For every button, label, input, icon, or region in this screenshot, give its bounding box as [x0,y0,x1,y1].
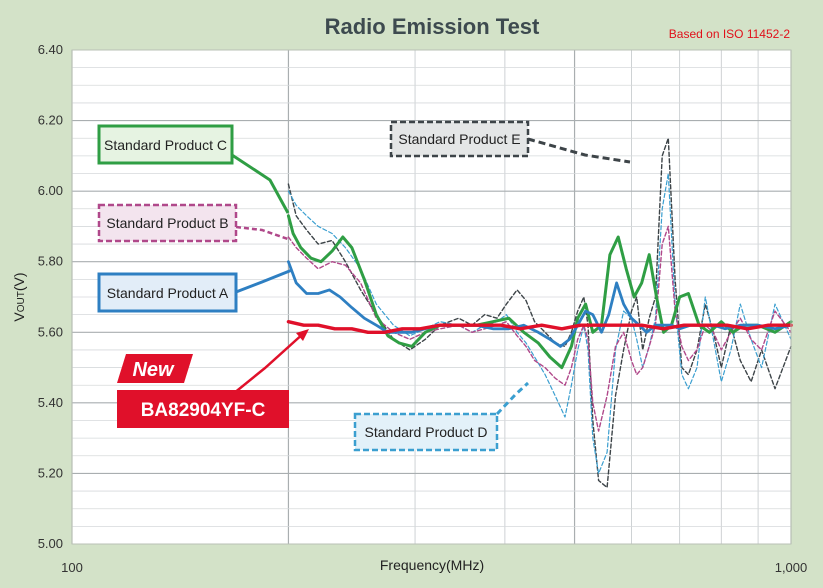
new-badge-shape [117,354,193,383]
callout-product-e-box [389,120,530,158]
callout-product-a-box [97,272,238,313]
leader-product-e [527,137,631,164]
callout-product-e: Standard Product E [389,120,530,158]
callout-product-d-label: Standard Product D [365,424,488,440]
new-badge-label: New [132,359,175,381]
y-axis-ticks: 5.00 5.20 5.40 5.60 5.80 6.00 6.20 6.40 [38,42,63,551]
callout-product-c-label: Standard Product C [104,137,227,153]
callout-product-d: Standard Product D [353,412,499,452]
y-tick-label: 5.80 [38,254,63,269]
y-axis-label-sub: OUT [16,291,27,312]
y-tick-label: 6.00 [38,183,63,198]
callout-product-c: Standard Product C [97,124,234,165]
y-axis-label: VOUT(V) [11,272,27,321]
leader-product-a [235,268,293,294]
new-product-label: BA82904YF-C [141,400,266,421]
leader-new-product-arrowhead [296,329,309,341]
callout-product-d-box [353,412,499,452]
x-axis-ticks: 100 1,000 [61,560,807,575]
x-tick-label: 1,000 [775,560,808,575]
callout-product-a-label: Standard Product A [107,285,229,301]
series-line-ba82904yf-c [286,320,793,334]
y-tick-label: 5.00 [38,536,63,551]
data-series [286,137,793,489]
callout-product-e-label: Standard Product E [398,131,520,147]
x-tick-label: 100 [61,560,83,575]
leader-product-b [235,225,289,241]
callout-product-c-box [97,124,234,165]
callout-product-a: Standard Product A [97,272,238,313]
new-product-badge: New BA82904YF-C [117,354,289,428]
y-tick-label: 5.60 [38,324,63,339]
series-line-standard-product-b [287,225,792,432]
y-tick-label: 6.20 [38,113,63,128]
chart-title: Radio Emission Test [325,14,540,39]
x-axis-label: Frequency(MHz) [380,557,484,573]
y-tick-label: 6.40 [38,42,63,57]
y-tick-label: 5.40 [38,395,63,410]
leader-product-c [231,153,290,214]
leader-new-product [227,331,306,399]
y-axis-label-main: V [11,312,27,322]
plot-border [71,49,792,545]
series-line-standard-product-c [286,214,793,370]
callout-product-b: Standard Product B [97,203,238,243]
callout-product-b-label: Standard Product B [106,215,228,231]
standard-note: Based on ISO 11452-2 [669,27,791,41]
new-product-box [117,390,289,428]
y-tick-label: 5.20 [38,465,63,480]
y-axis-label-unit: (V) [11,272,27,291]
callout-leaders [227,137,631,416]
callout-product-b-box [97,203,238,243]
